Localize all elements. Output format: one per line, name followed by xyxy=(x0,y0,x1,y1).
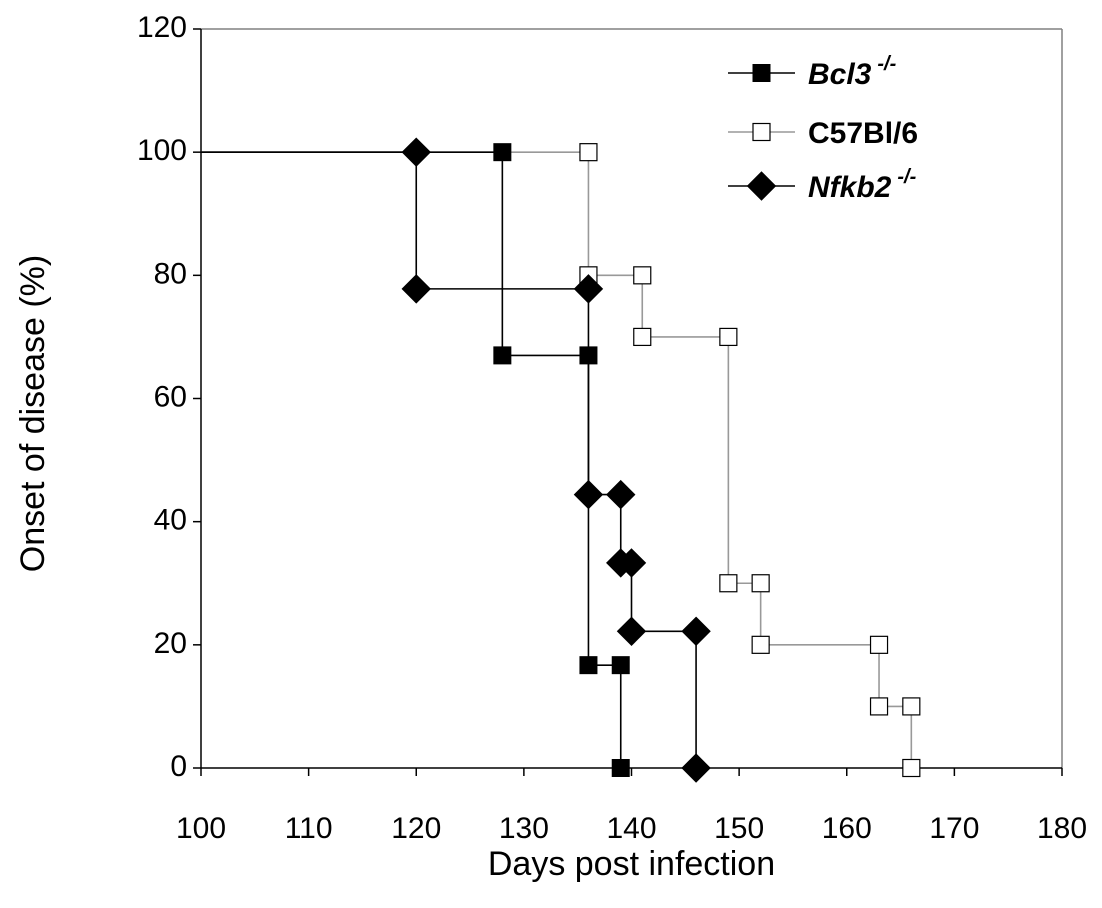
x-tick-label: 150 xyxy=(714,812,764,845)
legend-label: Bcl3 -/- xyxy=(808,53,897,91)
data-point xyxy=(681,753,711,783)
data-point xyxy=(611,759,630,777)
data-point xyxy=(751,635,770,654)
data-point xyxy=(579,656,598,675)
legend-label-name: Bcl3 xyxy=(808,58,872,91)
legend-label-name: C57Bl/6 xyxy=(808,117,918,150)
y-tick-label: 100 xyxy=(137,134,187,167)
y-tick-label: 20 xyxy=(154,627,187,660)
data-point xyxy=(401,274,431,304)
data-point xyxy=(493,143,512,162)
series-markers xyxy=(579,143,921,778)
legend-label-name: Nfkb2 xyxy=(808,171,892,204)
data-point xyxy=(573,274,604,304)
data-point xyxy=(493,346,512,365)
data-point xyxy=(616,616,647,646)
plot-frame xyxy=(200,28,1063,769)
series-line xyxy=(201,151,622,768)
data-point xyxy=(606,479,636,510)
data-point xyxy=(746,171,777,201)
data-point xyxy=(902,758,921,778)
y-tick-label: 60 xyxy=(154,381,187,414)
data-point xyxy=(902,697,921,716)
legend-item: Nfkb2 -/- xyxy=(728,166,917,204)
legend-label: C57Bl/6 xyxy=(808,117,918,150)
data-point xyxy=(869,697,889,716)
data-point xyxy=(616,548,647,578)
x-tick-label: 140 xyxy=(606,812,656,845)
x-tick-label: 120 xyxy=(391,812,441,845)
x-tick-label: 100 xyxy=(176,812,226,845)
legend-label-superscript: -/- xyxy=(897,166,916,188)
series-c57bl-6 xyxy=(201,151,913,768)
data-point xyxy=(633,266,652,285)
x-tick-label: 180 xyxy=(1037,812,1087,845)
series-layer xyxy=(201,137,921,783)
series-bcl3 xyxy=(201,151,622,768)
data-point xyxy=(752,64,771,82)
y-tick-label: 120 xyxy=(137,11,187,44)
legend-item: Bcl3 -/- xyxy=(728,53,897,91)
data-point xyxy=(611,656,630,675)
data-point xyxy=(681,616,711,646)
series-markers xyxy=(401,137,711,783)
legend-item: C57Bl/6 xyxy=(728,117,918,150)
y-tick-label: 40 xyxy=(154,504,187,537)
y-tick-label: 0 xyxy=(170,750,187,783)
legend-label: Nfkb2 -/- xyxy=(808,166,917,204)
data-point xyxy=(401,137,431,167)
legend: Bcl3 -/- C57Bl/6 Nfkb2 -/- xyxy=(728,53,918,204)
series-markers xyxy=(493,143,630,777)
data-point xyxy=(579,143,598,162)
data-point xyxy=(719,574,738,593)
series-nfkb2 xyxy=(201,151,697,768)
y-axis-title: Onset of disease (%) xyxy=(14,255,52,572)
x-tick-label: 110 xyxy=(285,812,333,845)
data-point xyxy=(752,122,771,142)
x-axis-title: Days post infection xyxy=(488,845,775,883)
x-tick-label: 170 xyxy=(929,812,979,845)
data-point xyxy=(751,574,770,593)
data-point xyxy=(719,327,738,347)
x-tick-label: 130 xyxy=(499,812,549,845)
series-line xyxy=(201,151,697,768)
legend-label-superscript: -/- xyxy=(877,53,896,75)
data-point xyxy=(633,327,652,347)
x-tick-label: 160 xyxy=(822,812,872,845)
series-line xyxy=(201,151,913,768)
data-point xyxy=(579,346,598,365)
axis-ticks: 100 110 120 130 140 150 160 170 180 0 20 40 60 80 100 1… xyxy=(137,11,1087,845)
data-point xyxy=(573,479,604,510)
data-point xyxy=(869,635,889,654)
y-tick-label: 80 xyxy=(154,257,187,290)
